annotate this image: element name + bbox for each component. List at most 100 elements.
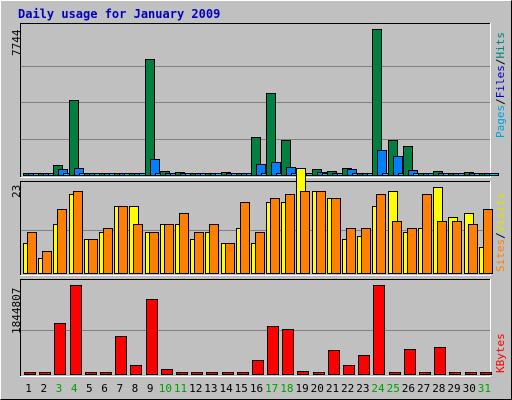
bar-sites-day-28 (437, 221, 447, 274)
x-tick-label-26: 26 (402, 382, 415, 395)
bar-pages-day-31 (489, 173, 499, 176)
bar-kbytes-day-5 (85, 372, 97, 375)
legend-hits: Hits (494, 32, 507, 59)
bar-kbytes-day-30 (465, 372, 477, 375)
legend-visits: Visits (494, 192, 507, 233)
x-tick-label-2: 2 (40, 382, 47, 395)
bar-sites-day-22 (346, 228, 356, 274)
bar-kbytes-day-18 (282, 329, 294, 375)
x-tick-label-4: 4 (71, 382, 78, 395)
bar-kbytes-day-2 (39, 372, 51, 375)
x-tick-label-18: 18 (280, 382, 293, 395)
x-tick-label-14: 14 (219, 382, 233, 395)
bar-kbytes-day-25 (389, 372, 401, 375)
x-tick-label-29: 29 (447, 382, 460, 395)
x-tick-label-21: 21 (326, 382, 339, 395)
bar-kbytes-day-23 (358, 355, 370, 375)
x-tick-label-7: 7 (116, 382, 123, 395)
bar-sites-day-18 (285, 194, 295, 274)
x-tick-label-28: 28 (432, 382, 445, 395)
bar-kbytes-day-12 (191, 372, 203, 375)
bar-sites-day-3 (57, 209, 67, 274)
bar-sites-day-2 (42, 251, 52, 274)
bar-sites-day-9 (149, 232, 159, 274)
bar-kbytes-day-17 (267, 326, 279, 375)
bar-kbytes-day-31 (480, 372, 492, 375)
bar-sites-day-31 (483, 209, 493, 274)
hits-ymax-label: 7744 (10, 29, 23, 57)
bar-sites-day-27 (422, 194, 432, 274)
legend-sep-1: / (494, 98, 507, 105)
bar-kbytes-day-20 (313, 372, 325, 375)
x-tick-label-15: 15 (235, 382, 248, 395)
bar-sites-day-15 (240, 202, 250, 274)
bar-sites-day-16 (255, 232, 265, 274)
bar-kbytes-day-11 (176, 372, 188, 375)
bar-sites-day-17 (270, 198, 280, 274)
bar-sites-day-29 (452, 221, 462, 274)
legend-sep-3: / (494, 232, 507, 239)
x-tick-label-3: 3 (56, 382, 63, 395)
bar-sites-day-7 (118, 206, 128, 274)
sites-ymax-label: 23 (10, 184, 23, 198)
bar-kbytes-day-26 (404, 349, 416, 375)
x-tick-label-23: 23 (356, 382, 369, 395)
bar-kbytes-day-1 (24, 372, 36, 375)
bar-kbytes-day-8 (130, 365, 142, 375)
bar-sites-day-30 (468, 224, 478, 274)
bar-kbytes-day-15 (237, 372, 249, 375)
chart-title: Daily usage for January 2009 (18, 7, 221, 21)
bar-kbytes-day-6 (100, 372, 112, 375)
x-tick-label-8: 8 (132, 382, 139, 395)
x-tick-label-20: 20 (311, 382, 324, 395)
x-tick-label-13: 13 (204, 382, 217, 395)
legend-sep-2: / (494, 58, 507, 66)
legend-kbytes: KBytes (494, 333, 507, 373)
bar-kbytes-day-21 (328, 350, 340, 375)
bar-sites-day-1 (27, 232, 37, 274)
x-tick-label-9: 9 (147, 382, 154, 395)
x-tick-label-25: 25 (387, 382, 400, 395)
bar-sites-day-26 (407, 228, 417, 274)
bar-sites-day-8 (133, 224, 143, 274)
bar-kbytes-day-22 (343, 365, 355, 375)
legend-files: Files (494, 65, 507, 99)
bar-sites-day-25 (392, 221, 402, 274)
bar-files-day-24 (377, 150, 387, 176)
kbytes-ymax-label: 1844807 (10, 287, 23, 334)
bar-kbytes-day-3 (54, 323, 66, 375)
bar-sites-day-10 (164, 224, 174, 274)
bar-sites-day-23 (361, 228, 371, 274)
bar-sites-day-14 (225, 243, 235, 274)
x-tick-label-12: 12 (189, 382, 202, 395)
bar-sites-day-13 (209, 224, 219, 274)
bar-sites-day-24 (376, 194, 386, 274)
bar-hits-day-9 (145, 59, 155, 176)
bar-kbytes-day-19 (297, 371, 309, 375)
bar-sites-day-21 (331, 198, 341, 274)
bar-sites-day-11 (179, 213, 189, 274)
x-tick-label-11: 11 (174, 382, 187, 395)
x-tick-label-31: 31 (478, 382, 491, 395)
bar-sites-day-12 (194, 232, 204, 274)
bar-kbytes-day-28 (434, 347, 446, 375)
x-tick-label-17: 17 (265, 382, 278, 395)
bar-sites-day-5 (88, 239, 98, 274)
bar-kbytes-day-24 (373, 285, 385, 375)
sites-visits-legend: Sites/Visits (494, 193, 507, 273)
legend-sites: Sites (494, 238, 507, 272)
x-tick-label-5: 5 (86, 382, 93, 395)
x-tick-label-22: 22 (341, 382, 354, 395)
bar-kbytes-day-7 (115, 336, 127, 375)
x-tick-label-24: 24 (371, 382, 385, 395)
x-tick-label-10: 10 (159, 382, 172, 395)
bar-kbytes-day-13 (206, 372, 218, 375)
bar-kbytes-day-9 (146, 299, 158, 375)
bar-kbytes-day-10 (161, 369, 173, 375)
bar-hits-day-4 (69, 100, 79, 176)
bar-kbytes-day-14 (222, 372, 234, 375)
kbytes-legend: KBytes (494, 333, 507, 373)
x-tick-label-16: 16 (250, 382, 263, 395)
